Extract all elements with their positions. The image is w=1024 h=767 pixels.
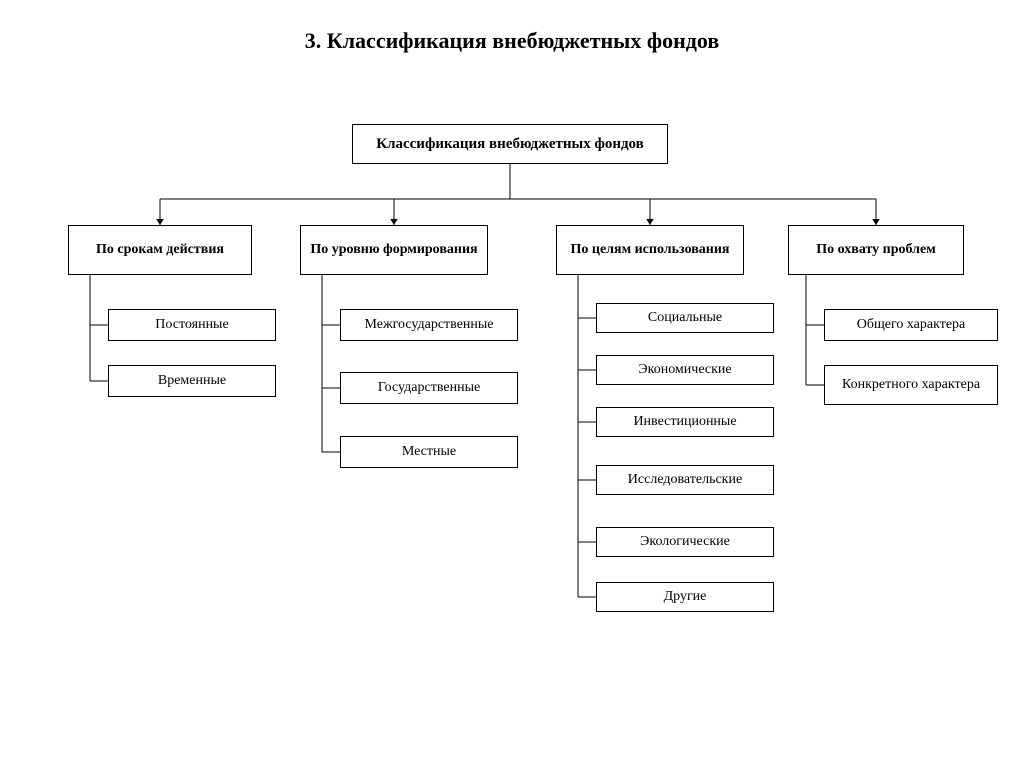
item-node: Инвестиционные <box>596 407 774 437</box>
category-node: По уровню формирования <box>300 225 488 275</box>
category-node: По срокам действия <box>68 225 252 275</box>
item-node: Экономические <box>596 355 774 385</box>
item-node: Социальные <box>596 303 774 333</box>
item-node: Временные <box>108 365 276 397</box>
item-node: Государственные <box>340 372 518 404</box>
item-node: Конкретного характера <box>824 365 998 405</box>
page-title: 3. Классификация внебюджетных фондов <box>0 28 1024 54</box>
item-node: Другие <box>596 582 774 612</box>
root-node: Классификация внебюджетных фондов <box>352 124 668 164</box>
category-node: По целям использования <box>556 225 744 275</box>
item-node: Исследовательские <box>596 465 774 495</box>
item-node: Общего характера <box>824 309 998 341</box>
item-node: Экологические <box>596 527 774 557</box>
category-node: По охвату проблем <box>788 225 964 275</box>
item-node: Межгосударственные <box>340 309 518 341</box>
item-node: Местные <box>340 436 518 468</box>
item-node: Постоянные <box>108 309 276 341</box>
